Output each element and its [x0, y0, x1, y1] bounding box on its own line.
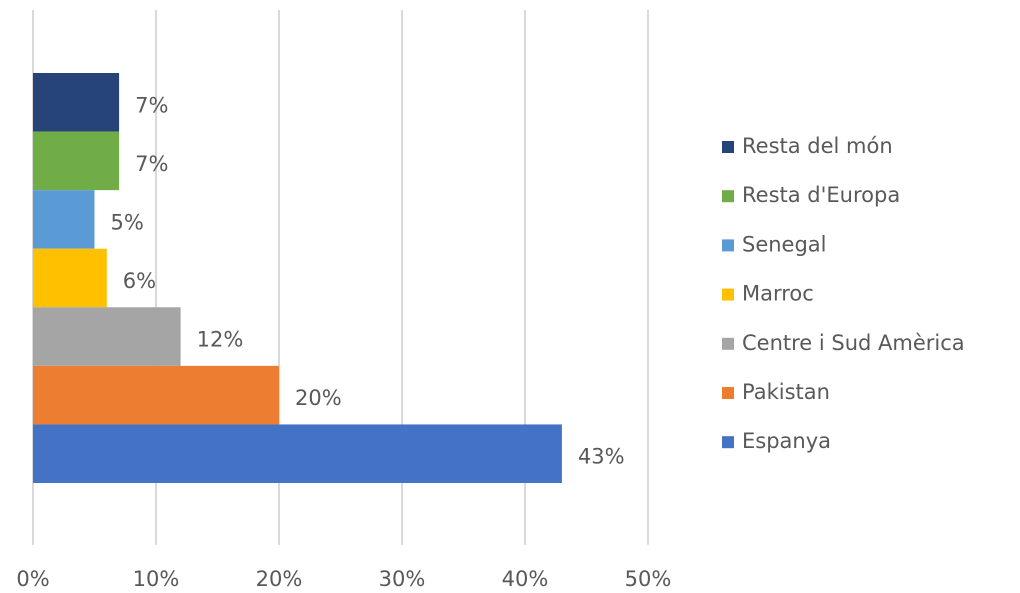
legend-label: Espanya — [742, 429, 831, 453]
x-tick-label: 0% — [16, 567, 49, 591]
x-tick-label: 50% — [625, 567, 672, 591]
legend-label: Resta del món — [742, 134, 893, 158]
value-label: 12% — [197, 328, 244, 352]
x-tick-label: 10% — [133, 567, 180, 591]
value-label: 6% — [123, 269, 156, 293]
legend-swatch — [722, 239, 734, 252]
bar — [33, 190, 95, 249]
bar — [33, 131, 120, 191]
legend-label: Resta d'Europa — [742, 183, 900, 207]
legend-swatch — [722, 337, 734, 350]
value-label: 43% — [578, 445, 625, 469]
legend-swatch — [722, 190, 734, 203]
x-tick-label: 40% — [502, 567, 549, 591]
legend-swatch — [722, 288, 734, 301]
bar — [33, 248, 107, 308]
legend-label: Marroc — [742, 282, 814, 306]
legend-label: Centre i Sud Amèrica — [742, 331, 965, 355]
value-label: 5% — [111, 210, 144, 234]
legend-swatch — [722, 141, 734, 153]
bar — [33, 365, 279, 425]
bar — [33, 73, 120, 132]
x-tick-label: 20% — [256, 567, 303, 591]
legend-swatch — [722, 436, 734, 449]
legend-swatch — [722, 387, 734, 399]
value-label: 20% — [295, 386, 342, 410]
legend-label: Pakistan — [742, 380, 830, 404]
value-label: 7% — [135, 152, 168, 176]
legend-label: Senegal — [742, 232, 827, 256]
bar — [33, 307, 181, 366]
value-label: 7% — [135, 93, 168, 117]
x-tick-label: 30% — [379, 567, 426, 591]
bar — [33, 424, 562, 483]
